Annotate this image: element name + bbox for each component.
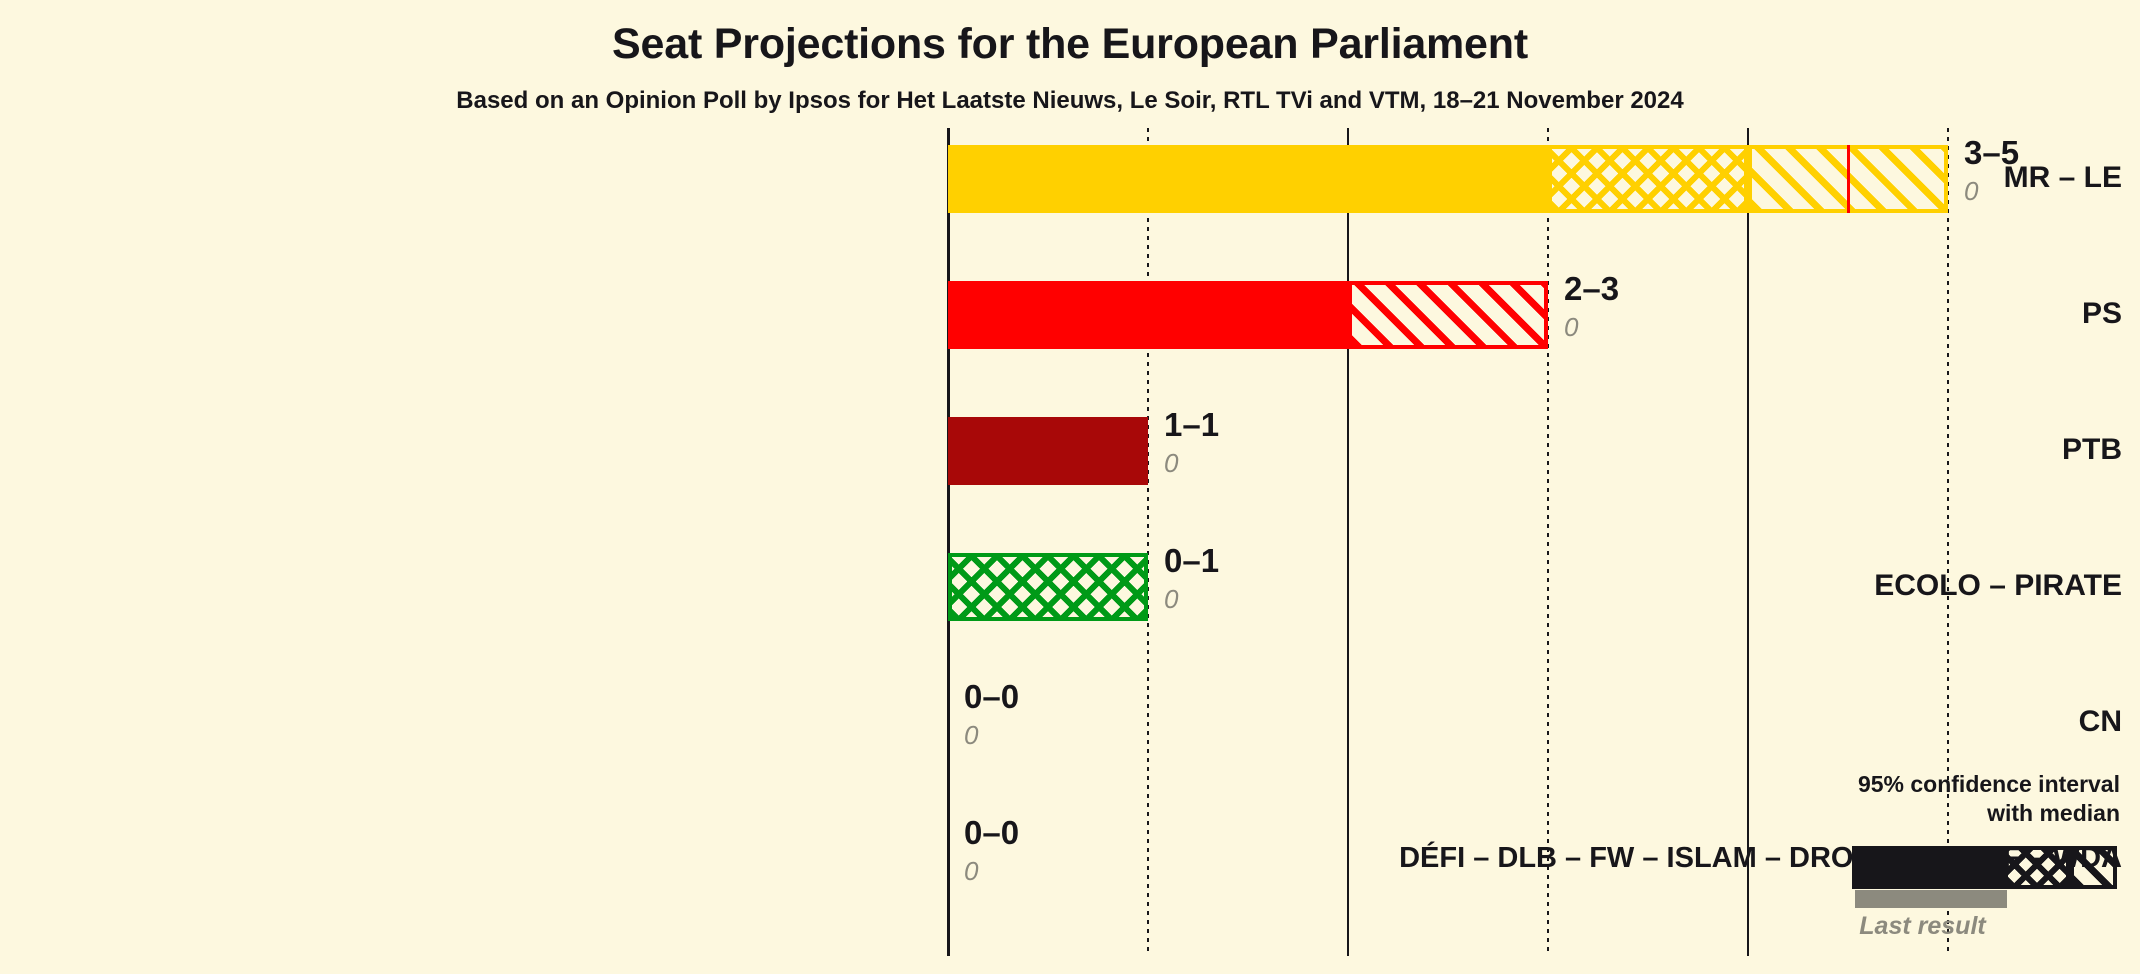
seat-range-value: 0–1	[1164, 542, 1220, 579]
bar-segment-diagonal	[1348, 281, 1548, 349]
legend-last-result-label: Last result	[1859, 912, 1986, 940]
last-result-value: 0	[964, 720, 979, 750]
legend: 95% confidence interval with median Last…	[1790, 770, 2120, 950]
last-result-value: 0	[964, 856, 979, 886]
page-subtitle: Based on an Opinion Poll by Ipsos for He…	[456, 87, 1684, 114]
last-result-value: 0	[1164, 584, 1179, 614]
row-label-3: PTB	[2062, 433, 2122, 466]
gridline-5	[1947, 128, 1949, 956]
chart-row: ECOLO – PIRATE 0–1 0	[0, 536, 2140, 636]
bar-1	[948, 145, 1948, 213]
last-result-value: 0	[1564, 312, 1579, 342]
median-marker	[1847, 145, 1850, 213]
bar-segment-solid	[948, 281, 1348, 349]
gridline-4	[1747, 128, 1749, 956]
chart-row: PS 2–3 0	[0, 264, 2140, 364]
gridline-2	[1347, 128, 1349, 956]
legend-caption-line2: with median	[1987, 799, 2120, 826]
seat-range-value: 3–5	[1964, 134, 2020, 171]
seat-range-value: 0–0	[964, 814, 1020, 851]
chart-row: MR – LE 3–5 0	[0, 128, 2140, 228]
legend-diagonal-segment	[2070, 846, 2117, 889]
last-result-value: 0	[1164, 448, 1179, 478]
bar-segment-solid	[948, 417, 1148, 485]
chart-row: PTB 1–1 0	[0, 400, 2140, 500]
y-axis	[947, 128, 950, 956]
seat-range-value: 2–3	[1564, 270, 1620, 307]
bar-segment-crosshatch	[1548, 145, 1748, 213]
bar-segment-solid	[948, 145, 1548, 213]
bar-3	[948, 417, 1148, 485]
seat-range-value: 0–0	[964, 678, 1020, 715]
gridline-3	[1547, 128, 1549, 956]
seat-range-value: 1–1	[1164, 406, 1220, 443]
legend-caption: 95% confidence interval with median	[1790, 770, 2120, 828]
page-title: Seat Projections for the European Parlia…	[612, 20, 1528, 68]
bar-4	[948, 553, 1148, 621]
bar-2	[948, 281, 1548, 349]
row-label-5: CN	[2078, 705, 2122, 738]
legend-sample-bar	[1852, 846, 2117, 889]
gridline-1	[1147, 128, 1149, 956]
row-label-1: MR – LE	[2003, 161, 2122, 194]
last-result-value: 0	[1964, 176, 1979, 206]
row-label-2: PS	[2081, 297, 2122, 330]
legend-crosshatch-segment	[2004, 846, 2070, 889]
row-label-4: ECOLO – PIRATE	[1874, 569, 2122, 602]
legend-caption-line1: 95% confidence interval	[1857, 771, 2120, 797]
chart-row: CN 0–0 0	[0, 672, 2140, 772]
legend-solid-segment	[1852, 846, 2004, 889]
bar-segment-crosshatch	[948, 553, 1148, 621]
legend-last-result-bar	[1855, 890, 2007, 908]
